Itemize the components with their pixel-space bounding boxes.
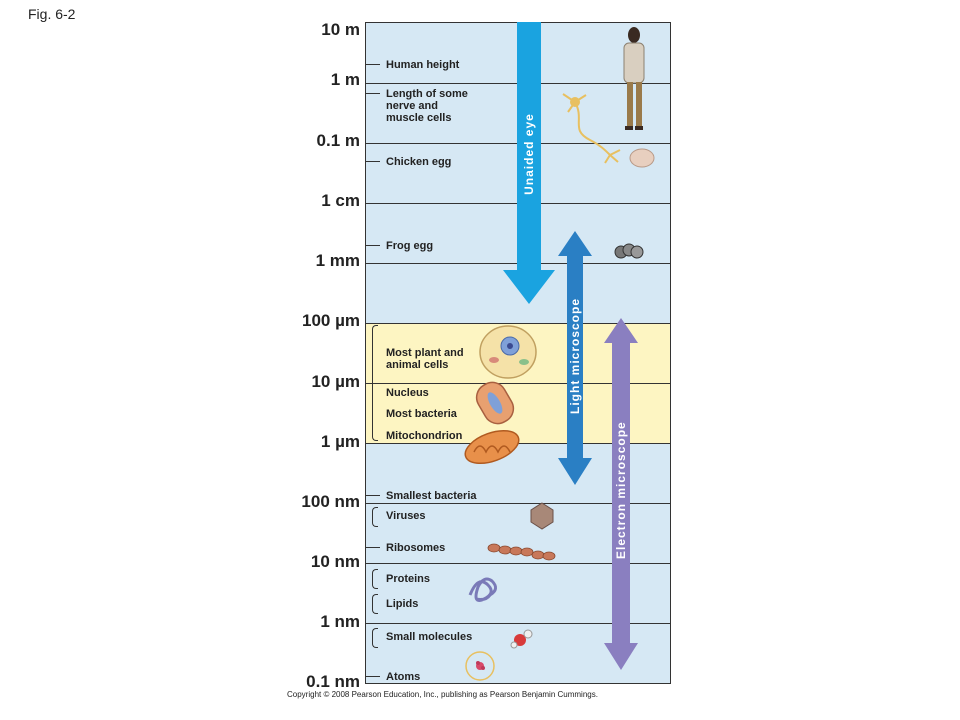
decade-line <box>366 323 670 324</box>
electron-microscope-arrow <box>604 318 638 670</box>
label-nucleus: Nucleus <box>386 387 429 399</box>
small-molecule-icon <box>510 629 533 649</box>
chicken-egg-icon <box>629 148 655 168</box>
scale-label-10um: 10 µm <box>311 372 360 391</box>
atom-icon <box>465 651 495 681</box>
human-figure-icon <box>623 27 645 130</box>
nerve-cell-icon <box>562 93 621 164</box>
label-small-molecules: Small molecules <box>386 631 473 643</box>
label-plant-animal-cells: Most plant and animal cells <box>386 347 464 371</box>
unaided-eye-arrow <box>503 22 555 304</box>
decade-line <box>366 563 670 564</box>
scale-label-1m: 1 m <box>330 70 360 89</box>
label-frog-egg: Frog egg <box>386 240 434 252</box>
label-viruses: Viruses <box>386 510 426 522</box>
scale-label-1mm: 1 mm <box>315 251 360 270</box>
animal-cell-icon <box>479 325 537 379</box>
scale-label-100nm: 100 nm <box>301 492 360 511</box>
label-human-height: Human height <box>386 59 460 71</box>
decade-line <box>366 383 670 384</box>
label-atoms: Atoms <box>386 671 421 683</box>
label-most-bacteria: Most bacteria <box>386 408 457 420</box>
decade-line <box>366 503 670 504</box>
scale-label-100um: 100 µm <box>302 311 360 330</box>
label-lipids: Lipids <box>386 598 419 610</box>
label-proteins: Proteins <box>386 573 431 585</box>
label-chicken-egg: Chicken egg <box>386 156 452 168</box>
mitochondrion-icon <box>464 429 520 465</box>
scale-label-10m: 10 m <box>321 20 360 39</box>
ribosome-icon <box>487 543 556 561</box>
label-mitochondrion: Mitochondrion <box>386 430 463 442</box>
electron-microscope-label: Electron microscope <box>614 421 628 559</box>
protein-icon <box>468 577 497 602</box>
label-smallest-bacteria: Smallest bacteria <box>386 490 477 502</box>
virus-icon <box>530 502 554 530</box>
bacterium-icon <box>475 381 515 425</box>
scale-label-0-1nm: 0.1 nm <box>306 672 360 691</box>
scale-label-0-1m: 0.1 m <box>316 131 360 150</box>
label-ribosomes: Ribosomes <box>386 542 446 554</box>
label-nerve-muscle-cells: Length of some nerve and muscle cells <box>386 88 468 124</box>
frog-egg-icon <box>614 243 644 259</box>
light-microscope-label: Light microscope <box>568 297 582 414</box>
decade-line <box>366 623 670 624</box>
scale-label-1um: 1 µm <box>320 432 360 451</box>
scale-label-1nm: 1 nm <box>320 612 360 631</box>
scale-label-10nm: 10 nm <box>310 552 360 571</box>
scale-label-1cm: 1 cm <box>321 191 360 210</box>
figure-label: Fig. 6-2 <box>28 6 76 22</box>
light-microscope-arrow <box>558 231 592 485</box>
unaided-eye-label: Unaided eye <box>522 113 536 195</box>
copyright-notice: Copyright © 2008 Pearson Education, Inc.… <box>287 690 598 699</box>
